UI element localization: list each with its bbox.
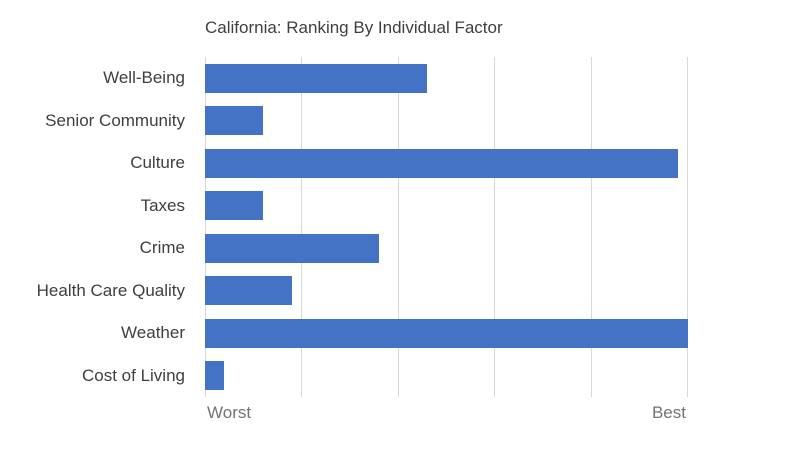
category-label: Taxes [140,195,185,215]
bar-row [205,142,736,185]
bar-rows [205,57,736,397]
bar-cost-of-living [205,361,225,391]
gridline [204,57,206,397]
category-label: Cost of Living [82,365,185,385]
category-label: Weather [121,323,185,343]
axis-label-worst: Worst [207,403,252,422]
axis-label-best: Best [651,403,686,422]
gridlines [204,57,736,397]
bar-row [205,100,736,143]
bar-well-being [205,63,428,93]
category-label: Well-Being [103,68,185,88]
category-axis: Well-Being Senior Community Culture Taxes Cr… [0,57,185,397]
category-label: Senior Community [45,110,185,130]
bar-taxes [205,191,263,221]
category-label: Crime [139,238,185,258]
chart-title: California: Ranking By Individual Factor [205,18,503,37]
gridline [687,57,689,397]
bar-row [205,227,736,270]
bar-weather [205,318,688,348]
bar-crime [205,233,379,263]
bar-culture [205,148,679,178]
plot-area [204,57,736,397]
bar-row [205,312,736,355]
bar-row [205,57,736,100]
gridline [590,57,592,397]
bar-row [205,270,736,313]
value-axis: Worst Best [205,403,688,423]
bar-row [205,355,736,398]
gridline [301,57,303,397]
category-label: Health Care Quality [36,280,185,300]
bar-row [205,185,736,228]
gridline [494,57,496,397]
gridline [397,57,399,397]
bar-health-care-quality [205,276,292,306]
bar-senior-community [205,106,263,136]
category-label: Culture [130,153,185,173]
